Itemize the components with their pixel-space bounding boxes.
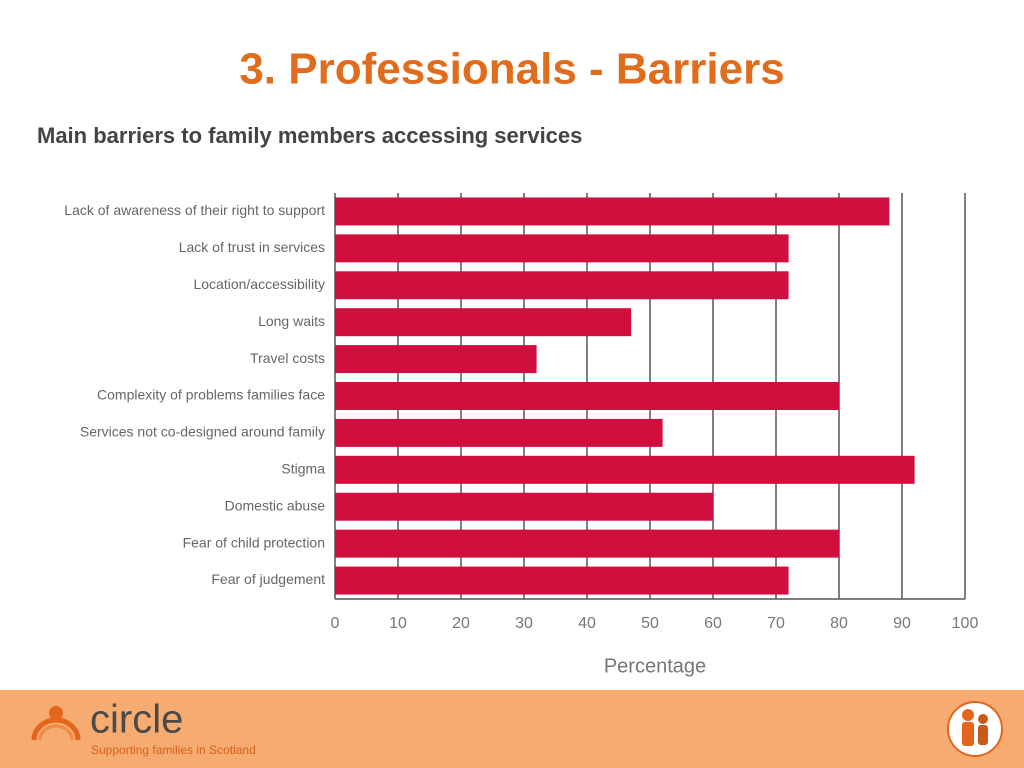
chart-title: Main barriers to family members accessin… [37,123,582,148]
y-tick-label: Long waits [258,313,325,329]
logo-text: circle [90,698,183,742]
bar [335,345,537,374]
badge-icon [947,701,1003,757]
y-tick-label: Fear of child protection [183,534,325,550]
x-tick-label: 40 [578,615,596,632]
x-tick-label: 10 [389,615,407,632]
y-tick-label: Complexity of problems families face [97,387,325,403]
plot-area: 0 10 20 30 40 50 60 70 80 90 100 Lack of awareness … [64,193,978,632]
bar [335,197,890,226]
y-tick-label: Lack of awareness of their right to supp… [64,202,325,218]
x-tick-label: 0 [331,615,340,632]
bar [335,271,789,300]
bar [335,566,789,595]
x-tick-label: 100 [952,615,979,632]
y-tick-label: Stigma [281,461,325,477]
y-tick-label: Domestic abuse [225,497,326,513]
y-tick-label: Travel costs [250,350,325,366]
footer-band [0,690,1024,768]
x-tick-label: 30 [515,615,533,632]
y-tick-label: Services not co-designed around family [80,424,325,440]
bar [335,308,632,337]
y-tick-label: Lack of trust in services [179,239,325,255]
logo-icon [31,706,81,741]
bar [335,492,713,521]
bar [335,529,839,558]
bar [335,455,915,484]
x-axis-label: Percentage [604,655,706,677]
x-tick-label: 20 [452,615,470,632]
x-tick-label: 70 [767,615,785,632]
y-tick-label: Location/accessibility [193,276,325,292]
x-tick-label: 50 [641,615,659,632]
bar [335,382,839,410]
x-tick-label: 90 [893,615,911,632]
slide-title: 3. Professionals - Barriers [239,45,784,94]
bar [335,234,789,263]
y-tick-label: Fear of judgement [211,571,325,587]
x-tick-label: 80 [830,615,848,632]
logo-tagline: Supporting families in Scotland [91,743,256,757]
bar [335,418,663,447]
x-tick-label: 60 [704,615,722,632]
